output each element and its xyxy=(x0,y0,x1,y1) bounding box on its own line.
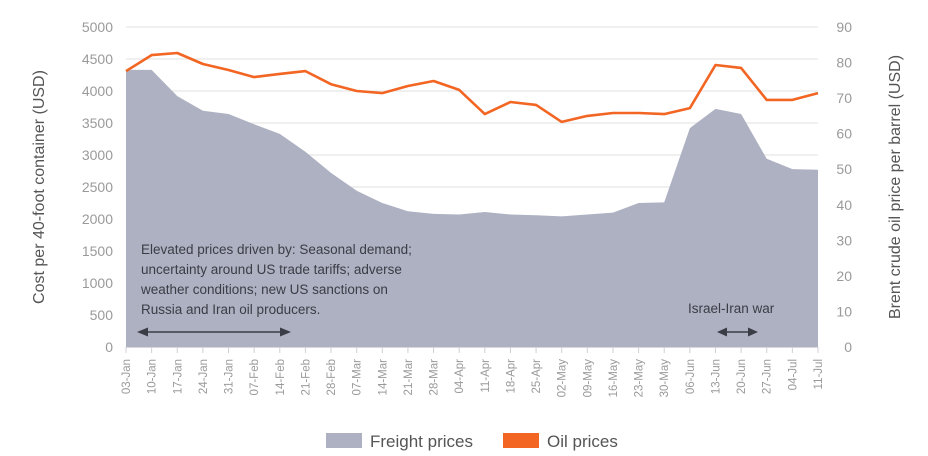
x-tick-label: 11-Jul xyxy=(813,359,825,389)
right-tick-label: 80 xyxy=(836,55,852,71)
left-axis-ticks: 0 500 1000 1500 2000 2500 3000 3500 4000 4500 5000 xyxy=(82,19,113,355)
left-tick-label: 4500 xyxy=(82,51,113,67)
x-tick-label: 06-Jun xyxy=(685,359,697,394)
annotation-line: uncertainty around US trade tariffs; adv… xyxy=(141,262,402,277)
right-tick-label: 20 xyxy=(836,268,852,284)
annotation-israel-iran-war: Israel-Iran war xyxy=(688,301,775,337)
x-tick-label: 14-Feb xyxy=(275,359,287,395)
x-tick-label: 13-Jun xyxy=(710,359,722,394)
x-tick-label: 30-May xyxy=(659,359,671,398)
oil-line xyxy=(125,51,819,124)
legend-item-oil[interactable]: Oil prices xyxy=(503,432,618,451)
x-tick-label: 02-May xyxy=(557,359,569,398)
left-tick-label: 2500 xyxy=(82,179,113,195)
freight-area xyxy=(126,69,818,348)
freight-area-path xyxy=(126,69,818,348)
legend-label-oil: Oil prices xyxy=(547,432,618,451)
annotation-line: Israel-Iran war xyxy=(688,301,775,316)
x-tick-label: 16-May xyxy=(608,359,620,398)
x-tick-label: 20-Jun xyxy=(736,359,748,394)
oil-swatch xyxy=(503,433,539,448)
left-tick-label: 1000 xyxy=(82,275,113,291)
x-tick-label: 27-Jun xyxy=(762,359,774,394)
right-tick-label: 30 xyxy=(836,232,852,248)
x-tick-label: 17-Jan xyxy=(172,359,184,394)
right-tick-label: 50 xyxy=(836,161,852,177)
annotation-line: Elevated prices driven by: Seasonal dema… xyxy=(141,242,412,257)
right-tick-label: 0 xyxy=(844,339,852,355)
left-tick-label: 3500 xyxy=(82,115,113,131)
right-tick-label: 90 xyxy=(836,19,852,35)
x-tick-label: 25-Apr xyxy=(531,359,543,394)
left-tick-label: 3000 xyxy=(82,147,113,163)
x-tick-label: 24-Jan xyxy=(198,359,210,394)
double-arrow-icon xyxy=(717,327,758,337)
right-axis-title: Brent crude oil price per barrel (USD) xyxy=(887,55,904,319)
double-arrow-icon xyxy=(137,327,291,337)
legend-item-freight[interactable]: Freight prices xyxy=(326,432,473,451)
x-tick-label: 07-Mar xyxy=(352,359,364,396)
right-tick-label: 60 xyxy=(836,126,852,142)
annotation-elevated-prices: Elevated prices driven by: Seasonal dema… xyxy=(137,242,412,337)
x-axis-ticks: 03-Jan 10-Jan 17-Jan 24-Jan 31-Jan 07-Feb 14-F… xyxy=(121,347,825,397)
x-tick-label: 04-Apr xyxy=(454,359,466,394)
x-tick-label: 07-Feb xyxy=(249,359,261,395)
x-tick-label: 31-Jan xyxy=(224,359,236,394)
left-tick-label: 0 xyxy=(105,339,113,355)
right-tick-label: 40 xyxy=(836,197,852,213)
x-tick-label: 11-Apr xyxy=(480,359,492,393)
left-tick-label: 2000 xyxy=(82,211,113,227)
x-tick-label: 28-Mar xyxy=(429,359,441,396)
left-tick-label: 500 xyxy=(90,307,114,323)
right-tick-label: 10 xyxy=(836,303,852,319)
x-tick-label: 23-May xyxy=(634,359,646,398)
right-tick-label: 70 xyxy=(836,90,852,106)
right-axis-ticks: 0 10 20 30 40 50 60 70 80 90 xyxy=(836,19,852,355)
left-tick-label: 1500 xyxy=(82,243,113,259)
left-axis-title: Cost per 40-foot container (USD) xyxy=(31,70,48,304)
legend-label-freight: Freight prices xyxy=(370,432,473,451)
x-tick-label: 04-Jul xyxy=(787,359,799,390)
annotation-line: weather conditions; new US sanctions on xyxy=(140,282,388,297)
x-tick-label: 21-Mar xyxy=(403,359,415,396)
freight-swatch xyxy=(326,433,362,448)
x-tick-label: 10-Jan xyxy=(147,359,159,394)
legend: Freight prices Oil prices xyxy=(326,432,618,451)
x-tick-label: 28-Feb xyxy=(326,359,338,395)
x-tick-label: 14-Mar xyxy=(377,359,389,396)
left-tick-label: 4000 xyxy=(82,83,113,99)
oil-line-path xyxy=(125,51,819,124)
x-tick-label: 21-Feb xyxy=(300,359,312,395)
annotation-line: Russia and Iran oil producers. xyxy=(141,302,320,317)
x-tick-label: 09-May xyxy=(582,359,594,398)
x-tick-label: 18-Apr xyxy=(505,359,517,394)
x-tick-label: 03-Jan xyxy=(121,359,133,394)
left-tick-label: 5000 xyxy=(82,19,113,35)
